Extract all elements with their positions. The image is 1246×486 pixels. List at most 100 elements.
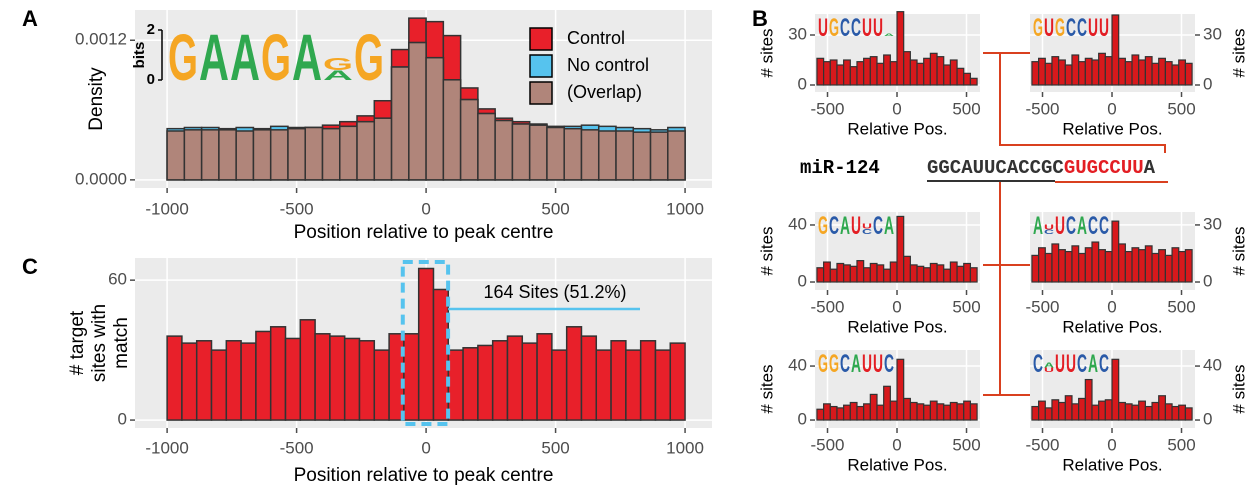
bar bbox=[883, 385, 891, 421]
bar bbox=[1111, 358, 1120, 421]
bar bbox=[183, 129, 203, 181]
bar bbox=[923, 57, 931, 86]
legend-swatch bbox=[529, 27, 553, 51]
bar bbox=[836, 407, 845, 421]
bar bbox=[1144, 245, 1153, 283]
bar bbox=[1171, 64, 1180, 86]
bar bbox=[615, 130, 635, 181]
x-tick-label: -500 bbox=[1025, 99, 1059, 118]
x-tick-label: 0 bbox=[892, 435, 901, 454]
logo-letter: U bbox=[862, 222, 872, 231]
annotation: 164 Sites (51.2%) bbox=[483, 282, 626, 302]
bar bbox=[969, 267, 978, 283]
x-tick-label: 0 bbox=[1107, 297, 1116, 316]
logo-letter: C bbox=[840, 350, 850, 378]
logo-letter: U bbox=[862, 350, 872, 378]
logo-letter: U bbox=[1044, 367, 1055, 374]
bar bbox=[284, 337, 302, 421]
bar bbox=[625, 349, 642, 421]
bar bbox=[1111, 220, 1120, 283]
bar bbox=[491, 340, 509, 421]
x-axis-title: Position relative to peak centre bbox=[294, 222, 554, 243]
bar bbox=[1171, 405, 1180, 421]
y-tick-label: 60 bbox=[108, 270, 127, 289]
bar bbox=[1178, 59, 1187, 86]
x-tick-label: 0 bbox=[892, 99, 901, 118]
bar bbox=[408, 41, 427, 181]
bar bbox=[1124, 403, 1133, 421]
bar bbox=[936, 56, 945, 86]
bar bbox=[1138, 400, 1146, 421]
bar bbox=[856, 260, 865, 283]
panel-label: C bbox=[22, 254, 38, 279]
logo-letter: G bbox=[1055, 14, 1065, 42]
bar bbox=[521, 342, 538, 421]
bar bbox=[883, 54, 891, 86]
bar bbox=[649, 131, 669, 181]
bar bbox=[1184, 249, 1193, 283]
logo-letter: U bbox=[1088, 14, 1098, 42]
bar bbox=[1138, 59, 1146, 86]
bar bbox=[1071, 403, 1080, 421]
bar bbox=[1104, 250, 1113, 283]
x-axis-title: Relative Pos. bbox=[1062, 119, 1162, 138]
panel-label: B bbox=[752, 6, 768, 31]
bar bbox=[843, 404, 851, 421]
bar bbox=[903, 51, 911, 86]
logo-letter: U bbox=[862, 14, 872, 42]
x-tick-label: 500 bbox=[952, 435, 980, 454]
x-tick-label: 500 bbox=[541, 438, 569, 457]
logo-letter: C bbox=[851, 14, 861, 42]
bar bbox=[200, 129, 220, 181]
bar bbox=[949, 59, 958, 86]
bar bbox=[181, 342, 198, 421]
logo-letter: U bbox=[1055, 212, 1065, 240]
bar bbox=[442, 79, 462, 181]
x-axis-title: Relative Pos. bbox=[847, 317, 947, 336]
y-tick-label: 0 bbox=[1203, 410, 1212, 429]
bar bbox=[287, 127, 306, 181]
bar bbox=[1178, 250, 1187, 283]
x-tick-label: 0 bbox=[1107, 99, 1116, 118]
bar bbox=[1084, 378, 1093, 421]
logo-letter: C bbox=[1088, 212, 1098, 240]
bar bbox=[1164, 254, 1173, 283]
x-tick-label: 500 bbox=[1167, 297, 1195, 316]
bar bbox=[1104, 56, 1113, 86]
bar bbox=[235, 130, 255, 181]
legend-label: (Overlap) bbox=[567, 82, 642, 102]
y-axis-title: # sites bbox=[757, 364, 776, 413]
panel-label: A bbox=[22, 6, 38, 31]
bar bbox=[956, 403, 965, 421]
bar bbox=[321, 127, 341, 181]
logo-letter: C bbox=[1099, 212, 1109, 240]
bar bbox=[1051, 399, 1060, 421]
bar bbox=[195, 340, 213, 421]
legend-swatch bbox=[529, 54, 553, 78]
y-tick-label: 0.0000 bbox=[75, 169, 127, 188]
legend-label: No control bbox=[567, 55, 649, 75]
bar bbox=[876, 62, 885, 86]
bar bbox=[356, 120, 376, 181]
legend-label: Control bbox=[567, 28, 625, 48]
logo-letter: C bbox=[862, 227, 873, 236]
bar bbox=[595, 349, 612, 421]
bar bbox=[166, 130, 186, 181]
logo-letter: C bbox=[1066, 14, 1076, 42]
bar bbox=[425, 56, 445, 181]
bar bbox=[511, 123, 531, 181]
logo-letter: A bbox=[199, 20, 229, 94]
bar bbox=[1184, 407, 1193, 421]
bar bbox=[869, 393, 878, 421]
bar bbox=[1078, 397, 1086, 421]
bar bbox=[1084, 57, 1093, 86]
bar bbox=[1051, 243, 1060, 283]
bar bbox=[1098, 249, 1106, 283]
logo-letter: C bbox=[1044, 229, 1055, 236]
y-tick-label: 0 bbox=[1203, 74, 1212, 93]
bar bbox=[225, 340, 242, 421]
bar bbox=[856, 61, 865, 86]
y-tick-label: 30 bbox=[788, 24, 807, 43]
bar bbox=[1164, 403, 1173, 421]
y-tick-label: 0 bbox=[1203, 271, 1212, 290]
